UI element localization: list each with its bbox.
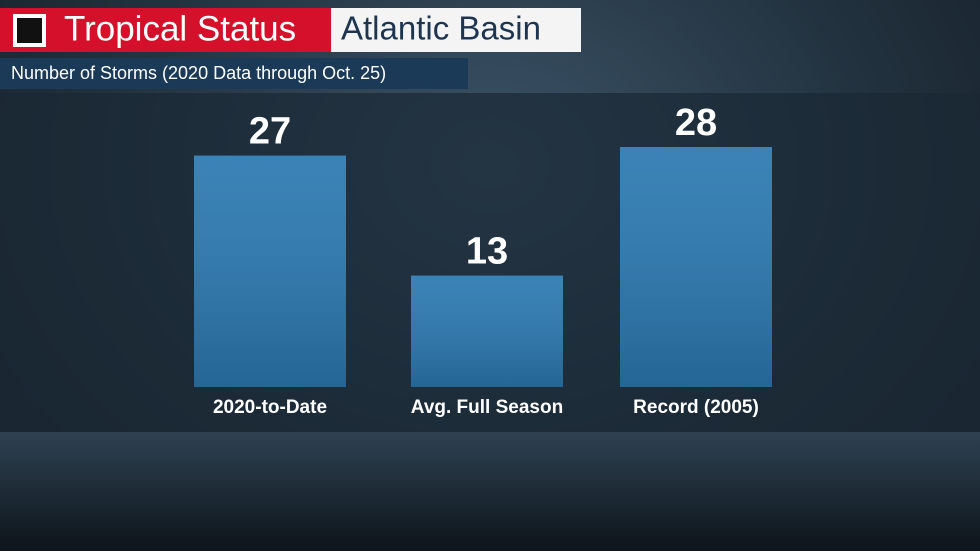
caption: Number of Storms (2020 Data through Oct.… [11,63,386,83]
title-box [0,8,331,52]
value-label: 13 [466,231,508,273]
value-label: 28 [675,102,717,144]
x-tick-label: Record (2005) [633,397,759,418]
value-label: 27 [249,111,291,153]
chart-subtitle: Atlantic Basin [341,10,541,47]
bar-shade [411,275,563,387]
bar-shade [194,155,346,387]
subtitle-box [331,8,581,52]
background-foliage [0,432,980,551]
x-tick-label: 2020-to-Date [213,397,327,418]
logo [17,18,42,43]
chart-title: Tropical Status [64,9,296,48]
caption-box [0,58,468,89]
x-tick-label: Avg. Full Season [411,397,563,418]
bar-shade [620,147,772,387]
